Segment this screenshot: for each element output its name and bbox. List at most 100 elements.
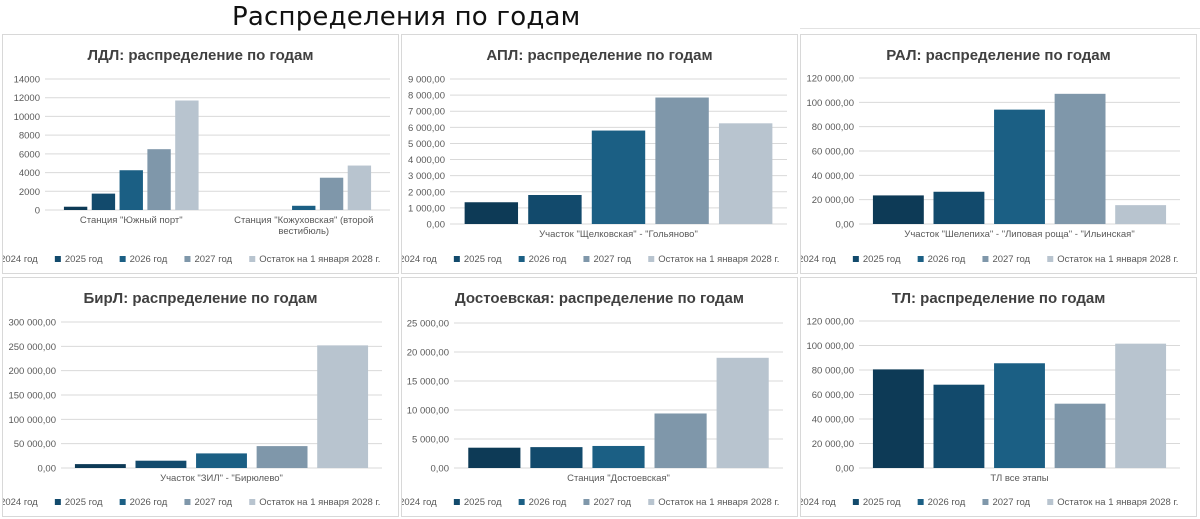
- y-tick-label: 5 000,00: [408, 139, 445, 150]
- page-title: Распределения по годам: [232, 2, 581, 32]
- legend-swatch: [54, 256, 61, 262]
- bar: [292, 205, 316, 210]
- y-tick-label: 20 000,00: [812, 195, 854, 206]
- chart-panel-dost: Достоевская: распределение по годам 0,00…: [401, 277, 798, 517]
- legend-swatch: [982, 499, 989, 505]
- bar: [994, 109, 1045, 224]
- bar: [256, 446, 308, 468]
- bar: [1115, 343, 1167, 468]
- x-category-label: Станция "Кожуховская" (второй: [234, 215, 373, 226]
- legend-swatch: [184, 499, 191, 505]
- x-category-label: Участок "Шелепиха" - "Липовая роща" - "И…: [904, 229, 1134, 240]
- x-category-label: Участок "Щелковская" - "Гольяново": [539, 229, 698, 240]
- legend-label: 2027 год: [194, 254, 232, 265]
- legend-swatch: [982, 256, 989, 262]
- bar: [196, 453, 247, 468]
- legend-swatch: [852, 256, 859, 262]
- y-tick-label: 2 000,00: [408, 187, 445, 198]
- legend-swatch: [583, 256, 590, 262]
- legend-label: Остаток на 1 января 2028 г.: [259, 497, 380, 508]
- bar: [528, 195, 582, 224]
- y-tick-label: 4000: [19, 168, 40, 179]
- legend-label: 2025 год: [65, 497, 103, 508]
- chart-title: АПЛ: распределение по годам: [486, 47, 713, 64]
- legend-label: 2026 год: [928, 254, 966, 265]
- legend-label: 2026 год: [529, 254, 567, 265]
- bar: [147, 149, 171, 210]
- y-tick-label: 25 000,00: [407, 319, 449, 330]
- bar: [933, 384, 985, 468]
- chart-panel-apl: АПЛ: распределение по годам 0,00 1 000,00…: [401, 34, 798, 274]
- bar: [347, 165, 372, 210]
- x-category-label: Станция "Южный порт": [80, 215, 183, 226]
- legend-label: 2026 год: [130, 497, 168, 508]
- y-tick-label: 8 000,00: [408, 91, 445, 102]
- bar: [464, 202, 519, 224]
- y-tick-label: 0: [35, 206, 40, 217]
- chart-title: ЛДЛ: распределение по годам: [87, 47, 314, 64]
- legend-label: 2027 год: [194, 497, 232, 508]
- legend-swatch: [917, 256, 924, 262]
- legend-label: 2025 год: [65, 254, 103, 265]
- legend-swatch: [249, 256, 256, 262]
- legend-label: Остаток на 1 января 2028 г.: [259, 254, 380, 265]
- chart-svg-dost: 0,00 5 000,00 10 000,00 15 000,00 20 000,00 2…: [402, 319, 783, 508]
- y-tick-label: 6 000,00: [408, 123, 445, 134]
- y-tick-label: 60 000,00: [812, 147, 854, 158]
- y-tick-label: 0,00: [38, 464, 57, 475]
- bar: [933, 191, 985, 224]
- chart-title: ТЛ: распределение по годам: [891, 290, 1106, 307]
- y-tick-label: 40 000,00: [812, 171, 854, 182]
- y-tick-label: 8000: [19, 131, 40, 142]
- chart-svg-apl: 0,00 1 000,00 2 000,00 3 000,00 4 000,00 5 00…: [402, 75, 787, 265]
- legend-swatch: [1047, 499, 1054, 505]
- y-tick-label: 250 000,00: [8, 342, 56, 353]
- y-tick-label: 2000: [19, 187, 40, 198]
- bar: [175, 100, 199, 210]
- bar: [135, 460, 187, 468]
- legend-label: Остаток на 1 января 2028 г.: [1057, 254, 1178, 265]
- legend-label: Остаток на 1 января 2028 г.: [658, 497, 779, 508]
- chart-title: РАЛ: распределение по годам: [886, 47, 1111, 64]
- bar: [716, 357, 769, 468]
- y-tick-label: 80 000,00: [812, 122, 854, 133]
- legend-swatch: [518, 499, 525, 505]
- bar: [317, 345, 369, 468]
- legend-label: 2026 год: [928, 497, 966, 508]
- legend-label: 2024 год: [402, 497, 437, 508]
- legend-label: 2027 год: [992, 497, 1030, 508]
- bar: [1115, 205, 1167, 224]
- chart-panel-birl: БирЛ: распределение по годам 0,00 50 000,…: [2, 277, 399, 517]
- bar: [718, 123, 773, 224]
- chart-svg-tl: 0,00 20 000,00 40 000,00 60 000,00 80 000,00…: [801, 317, 1180, 508]
- y-tick-label: 120 000,00: [806, 74, 854, 85]
- y-tick-label: 0,00: [431, 464, 450, 475]
- x-category-label: Станция "Достоевская": [567, 473, 670, 484]
- y-tick-label: 12000: [14, 93, 40, 104]
- chart-panel-ral: РАЛ: распределение по годам 0,00 20 000,0…: [800, 34, 1197, 274]
- legend-swatch: [119, 499, 126, 505]
- y-tick-label: 6000: [19, 149, 40, 160]
- x-category-label: Участок "ЗИЛ" - "Бирюлево": [160, 473, 283, 484]
- legend-label: 2026 год: [529, 497, 567, 508]
- legend-label: Остаток на 1 января 2028 г.: [1057, 497, 1178, 508]
- chart-panel-tl: ТЛ: распределение по годам 0,00 20 000,00…: [800, 277, 1197, 517]
- legend-label: 2024 год: [402, 254, 437, 265]
- y-tick-label: 20 000,00: [812, 439, 854, 450]
- bar: [319, 177, 344, 210]
- bar: [591, 130, 646, 224]
- chart-svg-birl: 0,00 50 000,00 100 000,00 150 000,00 200 000…: [3, 318, 382, 508]
- y-tick-label: 300 000,00: [8, 318, 56, 329]
- legend-label: 2027 год: [992, 254, 1030, 265]
- bar: [592, 445, 645, 468]
- y-tick-label: 60 000,00: [812, 390, 854, 401]
- chart-panel-ldl: ЛДЛ: распределение по годам 0 2000 4000 600…: [2, 34, 399, 274]
- y-tick-label: 0,00: [836, 220, 855, 231]
- y-tick-label: 50 000,00: [14, 439, 56, 450]
- x-category-label: ТЛ все этапы: [990, 473, 1048, 484]
- y-tick-label: 120 000,00: [806, 317, 854, 328]
- chart-title: БирЛ: распределение по годам: [83, 290, 318, 307]
- legend-label: 2027 год: [593, 254, 631, 265]
- bar: [468, 447, 521, 468]
- bar: [872, 195, 924, 224]
